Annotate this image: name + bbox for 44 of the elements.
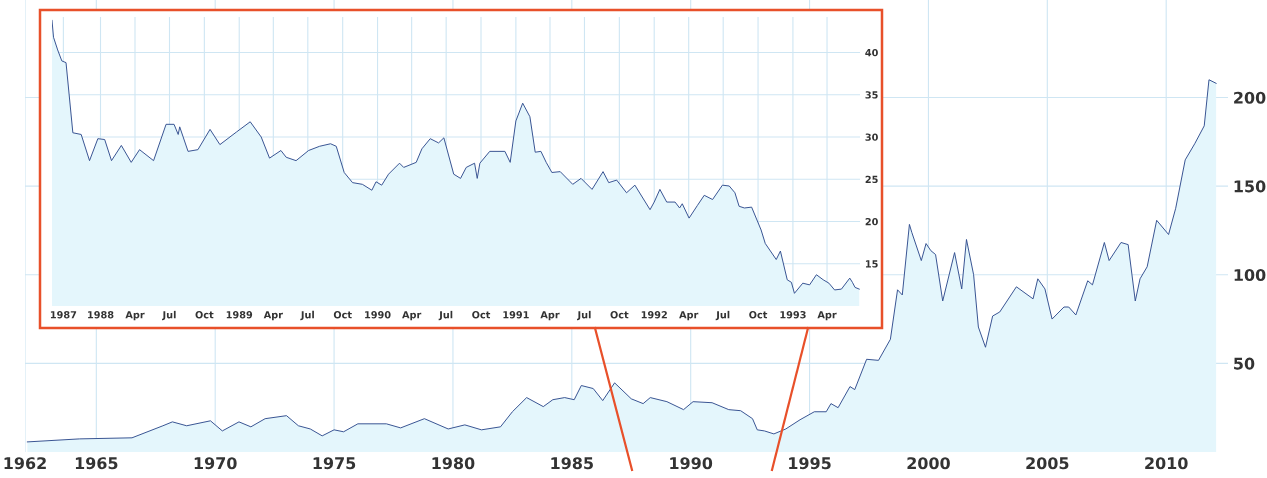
x-tick-label: 1965 (75, 457, 118, 470)
y-tick-label: 150 (1234, 180, 1266, 193)
x-tick-label: 1990 (365, 311, 391, 319)
x-tick-label: 2005 (1026, 457, 1069, 470)
x-tick-label: 1970 (194, 457, 237, 470)
x-tick-label: 2000 (907, 457, 950, 470)
x-tick-label: 1988 (88, 311, 114, 319)
x-tick-label: Oct (749, 311, 768, 319)
x-tick-label: Jul (162, 310, 176, 321)
y-tick-label: 15 (865, 260, 878, 268)
y-tick-label: 100 (1234, 268, 1266, 282)
y-tick-label: 35 (865, 91, 878, 99)
x-tick-label: Apr (679, 311, 699, 321)
x-tick-label: 2010 (1145, 457, 1188, 470)
y-tick-label: 20 (865, 217, 878, 226)
y-tick-label: 30 (865, 133, 878, 141)
x-tick-label: 1989 (226, 311, 253, 319)
y-tick-label: 40 (865, 48, 878, 57)
x-tick-label: 1995 (789, 457, 831, 470)
x-tick-label: 1980 (432, 457, 475, 470)
x-tick-label: 1987 (50, 311, 77, 319)
x-tick-label: Oct (610, 311, 629, 319)
x-tick-label: Apr (402, 311, 422, 321)
x-tick-label: Apr (263, 311, 283, 321)
x-tick-label: Apr (817, 311, 837, 321)
y-tick-label: 50 (1234, 357, 1255, 370)
x-tick-label: Apr (540, 311, 560, 321)
x-tick-label: Jul (300, 310, 314, 321)
x-tick-label: Jul (577, 310, 591, 321)
x-tick-label: Oct (333, 311, 352, 319)
x-tick-label: 1993 (780, 311, 806, 319)
y-tick-label: 200 (1234, 91, 1266, 104)
y-tick-label: 25 (865, 175, 878, 184)
x-tick-label: Jul (715, 310, 730, 321)
x-tick-label: Apr (125, 311, 145, 321)
x-tick-label: Oct (195, 311, 214, 319)
x-tick-label: 1992 (641, 311, 667, 319)
x-tick-label: 1962 (4, 457, 46, 470)
x-tick-label: 1991 (503, 311, 529, 319)
x-tick-label: Oct (472, 311, 491, 319)
x-tick-label: 1975 (313, 457, 356, 470)
x-tick-label: 1985 (551, 457, 593, 470)
x-tick-label: Jul (438, 310, 453, 321)
x-tick-label: 1990 (670, 457, 713, 470)
